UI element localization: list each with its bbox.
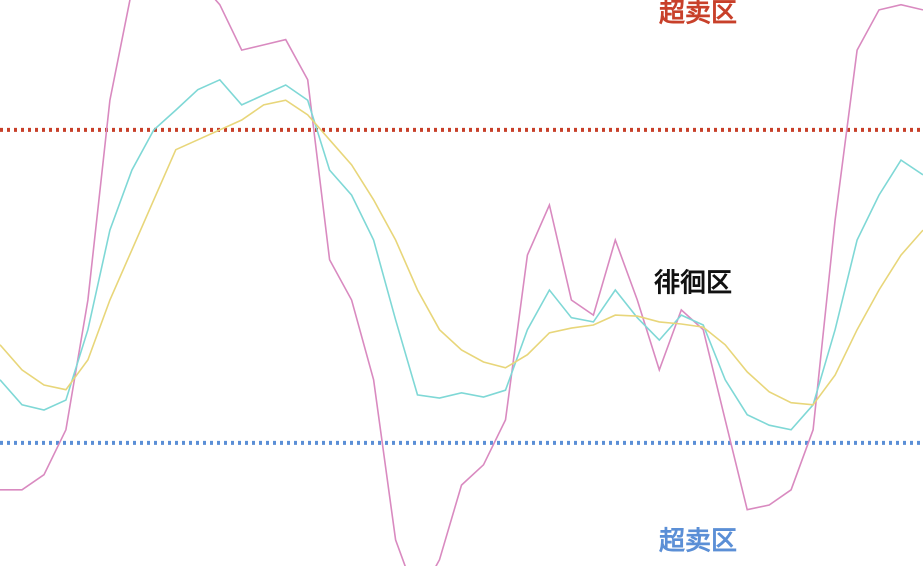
oversold-label: 超卖区 <box>659 527 737 557</box>
series-line <box>0 99 923 406</box>
overbought-label: 超卖区 <box>659 0 737 29</box>
series-line <box>0 78 923 431</box>
range-label: 徘徊区 <box>654 269 732 299</box>
